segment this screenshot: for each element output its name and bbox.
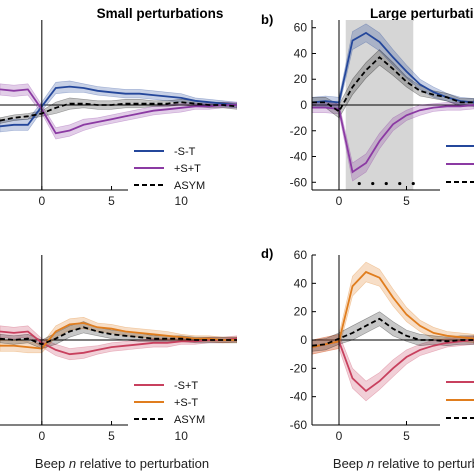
series-band-1 <box>312 100 474 182</box>
x-tick-label: 5 <box>403 429 410 443</box>
series-line-1 <box>0 88 237 135</box>
series-band-0 <box>0 80 237 133</box>
y-tick-label: 20 <box>294 305 308 319</box>
y-tick-label: 40 <box>294 46 308 60</box>
significance-dot <box>398 181 402 186</box>
series-band-2 <box>312 311 474 352</box>
y-tick-label: -60 <box>290 175 308 189</box>
panel-d-legend <box>440 372 474 428</box>
series-line-2 <box>0 101 237 122</box>
panel-a: Small perturbations 0 5 10 -S-T +S+T ASYM <box>0 6 246 208</box>
x-tick-label: 10 <box>175 194 189 208</box>
x-tick-label: 0 <box>38 194 45 208</box>
panel-c-xlabel: Beep n relative to perturbation <box>35 456 209 471</box>
panel-d-label: d) <box>261 246 273 261</box>
series-band-0 <box>312 23 474 108</box>
legend-label: ASYM <box>174 180 205 192</box>
panel-d-xlabel: Beep n relative to perturbation <box>333 456 474 471</box>
legend-label: -S-T <box>174 146 196 158</box>
y-tick-label: 60 <box>294 248 308 262</box>
significance-dot <box>384 181 388 186</box>
series-line-0 <box>0 85 237 128</box>
significance-dot <box>357 181 361 186</box>
y-tick-label: 20 <box>294 72 308 86</box>
y-tick-label: 0 <box>300 333 307 347</box>
series-band-2 <box>0 97 237 124</box>
y-tick-label: 60 <box>294 21 308 35</box>
legend-label: ASYM <box>174 414 205 426</box>
y-tick-label: -40 <box>290 150 308 164</box>
y-tick-label: 40 <box>294 276 308 290</box>
legend-label: +S-T <box>174 397 198 409</box>
y-tick-label: -40 <box>290 390 308 404</box>
y-tick-label: 0 <box>300 98 307 112</box>
y-tick-label: -60 <box>290 418 308 432</box>
series-line-0 <box>0 330 237 356</box>
series-line-1 <box>0 322 237 350</box>
panel-b-plot: 0 5 -60 -40 -20 0 20 40 60 <box>290 20 474 208</box>
panel-d-plot: 0 5 -60 -40 -20 0 20 40 60 <box>290 248 474 443</box>
panel-d: d) 0 5 -60 -40 -20 0 20 40 60 Beep n relative to… <box>261 246 474 471</box>
x-tick-label: 0 <box>38 429 45 443</box>
y-tick-label: -20 <box>290 361 308 375</box>
significance-dot <box>371 181 375 186</box>
panel-b: b) Large perturbations 0 5 -60 -40 -20 0 20 40 6… <box>261 6 474 208</box>
series-band-2 <box>312 49 474 119</box>
y-tick-label: -20 <box>290 124 308 138</box>
panel-a-title: Small perturbations <box>97 6 224 21</box>
x-tick-label: 0 <box>336 194 343 208</box>
legend-label: -S+T <box>174 380 198 392</box>
panel-b-legend <box>440 136 474 192</box>
x-tick-label: 5 <box>403 194 410 208</box>
panel-a-plot: 0 5 10 <box>0 20 237 208</box>
x-tick-label: 0 <box>336 429 343 443</box>
series-band-1 <box>0 316 237 354</box>
panel-a-legend: -S-T +S+T ASYM <box>128 142 246 194</box>
legend-label: +S+T <box>174 163 201 175</box>
series-line-2 <box>312 56 474 113</box>
significance-dot <box>411 181 415 186</box>
x-tick-label: 10 <box>175 429 189 443</box>
panel-b-label: b) <box>261 12 273 27</box>
x-tick-label: 5 <box>108 194 115 208</box>
panel-b-title: Large perturbations <box>370 6 474 21</box>
series-line-2 <box>0 326 237 346</box>
x-tick-label: 5 <box>108 429 115 443</box>
panel-c-legend: -S+T +S-T ASYM <box>128 376 246 428</box>
panel-c: 0 5 10 -S+T +S-T ASYM Beep n relative to p… <box>0 255 246 471</box>
